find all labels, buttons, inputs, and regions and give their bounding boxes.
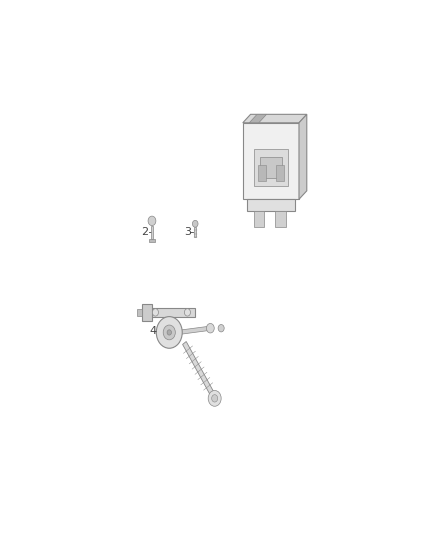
Text: 4: 4 [150,326,157,336]
Circle shape [167,330,171,335]
Polygon shape [149,239,155,242]
Circle shape [212,394,218,402]
Polygon shape [275,211,286,227]
Text: 1: 1 [272,159,279,168]
Polygon shape [276,165,284,181]
Polygon shape [183,342,216,400]
Polygon shape [194,227,196,238]
Circle shape [206,324,214,333]
Polygon shape [142,304,152,321]
Polygon shape [137,309,142,316]
Polygon shape [299,115,307,199]
Circle shape [152,309,159,316]
Circle shape [156,317,182,348]
Text: 3: 3 [184,227,191,237]
Circle shape [218,325,224,332]
Polygon shape [258,165,266,181]
Polygon shape [260,157,282,178]
Polygon shape [254,211,265,227]
Circle shape [163,325,175,340]
Polygon shape [243,123,299,199]
Polygon shape [254,149,288,186]
Polygon shape [148,308,195,317]
Polygon shape [249,115,267,123]
Polygon shape [178,326,210,335]
Polygon shape [247,199,295,211]
Circle shape [208,391,221,406]
Circle shape [184,309,191,316]
Polygon shape [243,115,307,123]
Circle shape [148,216,156,225]
Text: 2: 2 [141,227,148,237]
Polygon shape [151,225,153,239]
Circle shape [192,220,198,227]
